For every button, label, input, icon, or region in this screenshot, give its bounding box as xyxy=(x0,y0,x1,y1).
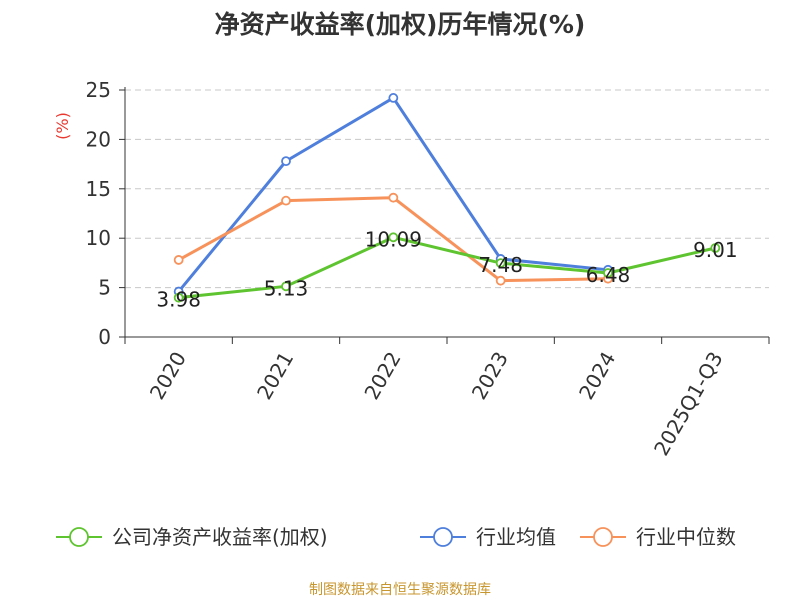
legend-item[interactable]: 行业中位数 xyxy=(580,525,736,549)
y-tick-label: 5 xyxy=(98,276,111,300)
series-line xyxy=(178,235,716,300)
legend-marker xyxy=(433,527,453,547)
legend-marker xyxy=(69,527,89,547)
data-point[interactable] xyxy=(495,258,506,268)
data-point[interactable] xyxy=(173,255,184,265)
data-point[interactable] xyxy=(173,292,184,303)
legend-item[interactable]: 公司净资产收益率(加权) xyxy=(56,525,328,549)
data-label: 10.09 xyxy=(365,227,422,251)
legend-label: 行业均值 xyxy=(476,525,556,549)
legend-item[interactable]: 行业均值 xyxy=(420,525,556,549)
y-axis-label: (%) xyxy=(53,112,72,140)
legend[interactable]: 公司净资产收益率(加权) 行业均值 行业中位数 xyxy=(56,525,736,549)
x-tick-label: 2021 xyxy=(252,348,298,404)
chart-title: 净资产收益率(加权)历年情况(%) xyxy=(215,10,586,39)
data-labels: 3.98 5.13 10.09 7.48 6.48 9.01 xyxy=(156,227,737,311)
data-label: 9.01 xyxy=(693,238,738,262)
data-point[interactable] xyxy=(281,195,291,206)
legend-label: 公司净资产收益率(加权) xyxy=(112,525,328,549)
x-tick-label: 2023 xyxy=(467,347,513,403)
series-layer xyxy=(173,93,721,303)
y-tick-label: 0 xyxy=(98,325,111,349)
data-point[interactable] xyxy=(388,232,399,243)
source-note: 制图数据来自恒生聚源数据库 xyxy=(309,582,491,598)
data-point[interactable] xyxy=(495,275,506,286)
data-label: 5.13 xyxy=(264,276,309,300)
data-point[interactable] xyxy=(388,93,399,103)
axes: 0 5 10 15 20 25 2020 2021 2022 2023 2024 2025Q1-Q3 xyxy=(86,78,770,460)
data-label: 7.48 xyxy=(478,253,523,277)
data-point[interactable] xyxy=(281,281,291,292)
x-tick-label: 2024 xyxy=(574,348,620,404)
data-label: 3.98 xyxy=(156,288,201,312)
legend-label: 行业中位数 xyxy=(636,525,736,549)
data-point[interactable] xyxy=(603,268,613,278)
y-tick-label: 10 xyxy=(86,226,111,250)
y-tick-label: 25 xyxy=(86,78,111,102)
y-tick-label: 15 xyxy=(86,177,111,201)
data-point[interactable] xyxy=(281,156,291,167)
data-label: 6.48 xyxy=(586,263,631,287)
data-point[interactable] xyxy=(388,192,399,203)
legend-marker xyxy=(593,527,613,547)
x-tick-label: 2020 xyxy=(145,348,191,404)
data-point[interactable] xyxy=(710,243,721,253)
y-tick-label: 20 xyxy=(86,127,111,151)
x-tick-label: 2022 xyxy=(359,348,405,404)
x-tick-label: 2025Q1-Q3 xyxy=(649,348,728,460)
